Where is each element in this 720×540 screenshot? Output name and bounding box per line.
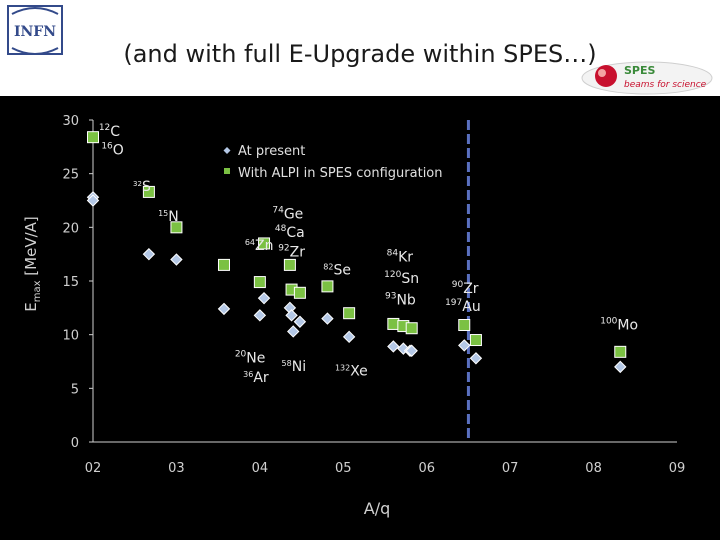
point-alpi [283,258,296,271]
point-present [387,340,400,353]
x-tick-label: 03 [168,461,185,476]
infn-logo: INFN [7,5,63,55]
isotope-label: 20Ne [235,350,266,367]
x-tick-label: 05 [335,461,352,476]
slide-header: INFN (and with full E-Upgrade within SPE… [0,0,720,96]
data-points [86,131,627,374]
point-present [217,302,231,316]
isotope-label: 15N [158,209,179,225]
isotope-label: 36Ar [243,370,269,386]
x-tick-label: 08 [585,461,602,476]
isotope-label: 48Ca [275,224,305,241]
spes-logo-tagline: beams for science [624,80,707,90]
isotope-label: 12C [99,123,120,140]
point-alpi [293,286,306,299]
y-tick-label: 5 [71,382,79,397]
point-present [86,194,100,207]
y-tick-label: 0 [71,436,79,451]
isotope-label: 132Xe [335,363,368,379]
point-alpi [343,307,356,320]
x-tick-label: 06 [418,461,435,476]
point-present [321,312,334,325]
point-present [170,253,183,266]
y-tick-label: 10 [62,329,79,344]
point-present [469,352,483,365]
point-alpi [142,185,155,198]
legend-marker-present [223,147,231,154]
point-present [342,330,356,344]
infn-logo-text: INFN [14,24,56,40]
spes-logo: SPES beams for science [581,61,713,95]
y-axis-label-unit: [MeV/A] [22,216,40,280]
y-tick-label: 15 [62,275,79,290]
isotope-label: 93Nb [385,292,416,309]
point-alpi [258,237,271,250]
point-present [287,325,300,338]
point-present [285,309,298,322]
point-alpi [253,276,266,289]
isotope-label: 64Zn [245,238,274,254]
y-tick-label: 20 [62,221,79,236]
point-present [142,247,156,261]
isotope-label: 16O [101,141,123,158]
point-present [293,315,307,328]
isotope-label: 58Ni [282,359,307,375]
isotope-label: 90Zr [452,280,479,297]
legend-label-alpi: With ALPI in SPES configuration [238,166,443,181]
x-tick-label: 07 [502,461,519,476]
x-axis-label: A/q [364,499,391,518]
y-tick-label: 30 [62,114,79,129]
point-alpi [405,322,418,335]
y-axis-label: Emax [MeV/A] [22,216,43,312]
point-alpi [469,334,482,347]
point-present [458,339,471,352]
y-tick-label: 25 [62,168,79,183]
isotope-label: 100Mo [600,316,638,333]
isotope-label: 84Kr [387,249,414,266]
slide-title: (and with full E-Upgrade within SPES…) [123,40,597,68]
legend: At present With ALPI in SPES configurati… [223,144,443,181]
isotope-label: 32S [133,179,151,195]
svg-text:Emax [MeV/A]: Emax [MeV/A] [22,216,43,312]
point-present [614,360,627,374]
isotope-label: 82Se [323,263,351,279]
point-present [253,309,267,322]
x-tick-label: 02 [85,461,102,476]
legend-marker-alpi [224,168,230,174]
legend-label-present: At present [238,144,305,159]
x-tick-label: 04 [252,461,269,476]
isotope-label: 92Zr [278,243,305,260]
y-axis-label-sub: max [32,280,43,302]
isotope-label: 74Ge [272,206,303,223]
point-alpi [321,280,334,293]
point-alpi [387,317,400,330]
y-axis-label-main: E [22,302,40,311]
isotope-label: 120Sn [384,270,419,287]
point-alpi [170,221,183,234]
point-alpi [217,258,230,271]
point-present [405,344,418,357]
x-tick-label: 09 [669,461,686,476]
point-alpi [87,131,99,144]
point-alpi [458,319,471,332]
spes-logo-text: SPES [624,64,655,77]
isotope-label: 197Au [445,298,481,315]
point-present [257,291,271,305]
point-alpi [614,345,627,358]
